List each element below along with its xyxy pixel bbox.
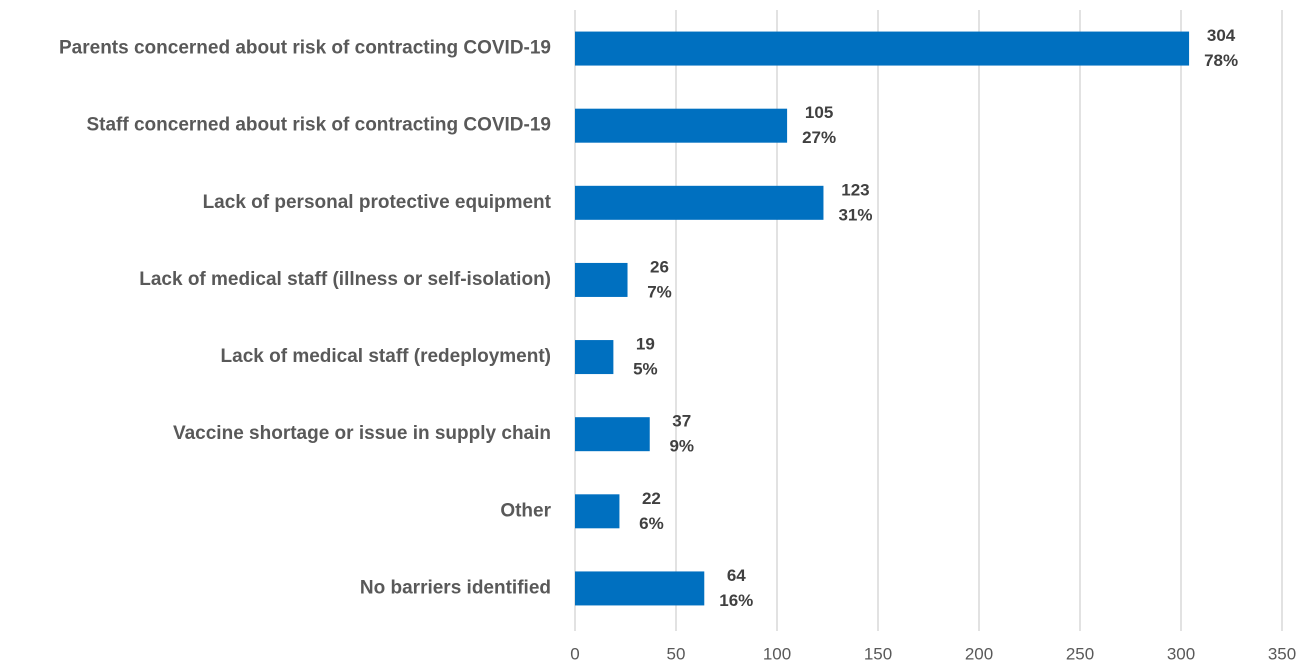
percent-label: 6%: [639, 514, 664, 533]
data-label: 64: [727, 566, 746, 585]
x-tick-label: 250: [1066, 644, 1094, 663]
data-label: 26: [650, 257, 669, 276]
bar: [575, 31, 1190, 66]
data-label: 37: [672, 412, 691, 431]
y-tick-label: Vaccine shortage or issue in supply chai…: [173, 423, 551, 444]
y-tick-label: Lack of personal protective equipment: [203, 192, 552, 213]
bar: [575, 262, 628, 297]
percent-label: 7%: [647, 282, 672, 301]
x-tick-label: 300: [1167, 644, 1195, 663]
x-tick-label: 100: [763, 644, 791, 663]
x-tick-label: 0: [570, 644, 579, 663]
data-label: 304: [1207, 26, 1236, 45]
percent-label: 5%: [633, 360, 658, 379]
y-tick-label: No barriers identified: [360, 577, 551, 598]
data-label: 105: [805, 103, 833, 122]
y-tick-label: Lack of medical staff (redeployment): [221, 346, 551, 367]
x-tick-label: 350: [1268, 644, 1296, 663]
bar: [575, 571, 705, 606]
data-label: 123: [841, 180, 869, 199]
y-tick-label: Lack of medical staff (illness or self-i…: [139, 269, 551, 290]
x-tick-label: 50: [667, 644, 686, 663]
bar: [575, 417, 650, 452]
y-tick-label: Staff concerned about risk of contractin…: [86, 115, 551, 136]
bar: [575, 494, 620, 529]
bar: [575, 340, 614, 375]
percent-label: 31%: [838, 205, 872, 224]
percent-label: 9%: [669, 437, 694, 456]
percent-label: 16%: [719, 591, 753, 610]
data-label: 19: [636, 335, 655, 354]
percent-label: 78%: [1204, 51, 1238, 70]
x-tick-label: 200: [965, 644, 993, 663]
percent-label: 27%: [802, 128, 836, 147]
x-tick-label: 150: [864, 644, 892, 663]
bar: [575, 108, 788, 143]
bar: [575, 185, 824, 220]
y-tick-label: Other: [500, 500, 551, 521]
data-label: 22: [642, 489, 661, 508]
y-tick-label: Parents concerned about risk of contract…: [59, 38, 551, 59]
